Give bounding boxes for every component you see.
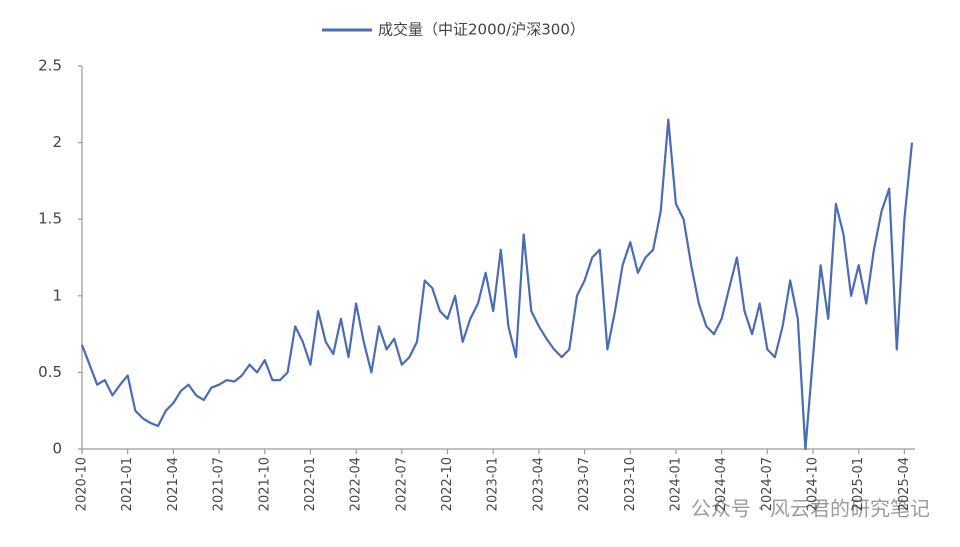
legend-label: 成交量（中证2000/沪深300） xyxy=(378,21,585,39)
x-tick-label: 2024-10 xyxy=(806,457,821,511)
x-tick-label: 2025-01 xyxy=(851,457,866,511)
y-tick-label: 2.5 xyxy=(38,57,62,75)
x-tick-label: 2022-04 xyxy=(349,457,364,511)
x-tick-label: 2021-01 xyxy=(120,457,135,511)
y-tick-label: 1 xyxy=(52,286,62,304)
x-tick-label: 2024-04 xyxy=(714,457,729,511)
y-tick-label: 1.5 xyxy=(38,210,62,228)
x-tick-label: 2021-04 xyxy=(166,457,181,511)
x-tick-label: 2022-07 xyxy=(394,457,409,511)
x-tick-label: 2023-01 xyxy=(486,457,501,511)
x-tick-label: 2020-10 xyxy=(75,457,90,511)
x-tick-label: 2023-04 xyxy=(531,457,546,511)
x-tick-label: 2022-01 xyxy=(303,457,318,511)
x-tick-label: 2024-01 xyxy=(668,457,683,511)
x-tick-label: 2023-10 xyxy=(623,457,638,511)
x-tick-label: 2023-07 xyxy=(577,457,592,511)
x-tick-label: 2021-07 xyxy=(212,457,227,511)
y-tick-label: 2 xyxy=(52,133,62,151)
watermark: 公众号 · 风云君的研究笔记 xyxy=(691,497,930,521)
y-tick-label: 0.5 xyxy=(38,363,62,381)
y-tick-label: 0 xyxy=(52,440,62,458)
x-tick-label: 2021-10 xyxy=(257,457,272,511)
x-tick-label: 2025-04 xyxy=(897,457,912,511)
x-tick-label: 2022-10 xyxy=(440,457,455,511)
x-tick-label: 2024-07 xyxy=(760,457,775,511)
series-line xyxy=(80,118,914,451)
